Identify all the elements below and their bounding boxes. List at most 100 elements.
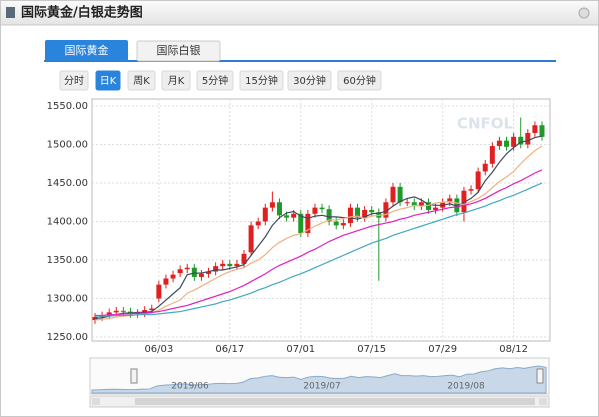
- navigator-label: 2019/08: [447, 382, 485, 392]
- candle-body: [170, 274, 176, 279]
- candle-body: [255, 221, 261, 226]
- period-button[interactable]: [239, 70, 284, 91]
- candle-body: [213, 266, 219, 272]
- x-tick-label: 07/01: [286, 344, 315, 355]
- ma-line: [95, 169, 543, 317]
- navigator-area: [91, 365, 547, 394]
- candle-body: [482, 163, 488, 172]
- candle-body: [269, 202, 275, 208]
- scroll-thumb[interactable]: [135, 398, 535, 405]
- period-label[interactable]: 日K: [100, 76, 117, 87]
- candle-body: [461, 190, 467, 213]
- x-tick-label: 06/03: [144, 344, 173, 355]
- candle-body: [262, 207, 268, 222]
- period-label[interactable]: 分时: [64, 75, 84, 87]
- candle-body: [532, 125, 538, 133]
- header-icon-right: [578, 7, 590, 19]
- candle-body: [539, 125, 545, 137]
- candle-body: [489, 146, 495, 164]
- scroll-right[interactable]: [539, 398, 547, 405]
- candle-body: [511, 136, 517, 147]
- candle-body: [369, 209, 375, 213]
- period-label[interactable]: 60分钟: [343, 74, 376, 87]
- navigator-handle[interactable]: [130, 368, 138, 384]
- period-button[interactable]: [287, 70, 332, 91]
- tab[interactable]: [136, 40, 221, 62]
- candle-body: [433, 207, 439, 210]
- candle-body: [518, 136, 524, 145]
- candle-body: [177, 269, 183, 274]
- candle-body: [113, 310, 119, 313]
- y-tick-label: 1400.00: [47, 217, 88, 228]
- period-label[interactable]: 30分钟: [293, 74, 326, 87]
- candle-body: [184, 267, 190, 270]
- candle-body: [163, 278, 169, 285]
- y-tick-label: 1500.00: [47, 140, 88, 151]
- period-button[interactable]: [59, 70, 89, 91]
- candle-body: [411, 202, 417, 207]
- candle-body: [333, 221, 339, 226]
- candle-body: [142, 310, 148, 314]
- candle-body: [149, 308, 155, 311]
- period-label[interactable]: 月K: [168, 75, 185, 87]
- candle-body: [248, 225, 254, 253]
- candle-body: [106, 312, 112, 316]
- candle-body: [276, 202, 282, 216]
- candle-body: [234, 263, 240, 267]
- x-tick-label: 08/12: [499, 344, 528, 355]
- period-button[interactable]: [337, 70, 382, 91]
- x-tick-label: 07/29: [428, 344, 457, 355]
- candle-body: [298, 213, 304, 234]
- candle-body: [496, 140, 502, 147]
- tab-active[interactable]: [45, 40, 128, 61]
- candle-body: [404, 202, 410, 204]
- candle-body: [447, 198, 453, 203]
- x-tick-label: 07/15: [357, 344, 386, 355]
- y-tick-label: 1250.00: [47, 332, 88, 343]
- watermark: CNFOL: [457, 115, 514, 133]
- candle-body: [390, 186, 396, 203]
- candle-body: [504, 140, 510, 147]
- candle-body: [120, 310, 126, 312]
- candle-body: [383, 202, 389, 218]
- candle-body: [206, 271, 212, 274]
- period-label[interactable]: 15分钟: [245, 74, 278, 87]
- candle-body: [312, 207, 318, 214]
- period-button[interactable]: [161, 70, 191, 91]
- candle-body: [475, 171, 481, 190]
- candle-body: [220, 263, 226, 267]
- ma-line: [94, 145, 543, 321]
- candle-body: [347, 207, 353, 224]
- y-tick-label: 1550.00: [47, 101, 88, 112]
- candle-body: [425, 202, 431, 210]
- navigator-label: 2019/07: [303, 382, 340, 392]
- period-button[interactable]: [196, 70, 234, 91]
- y-tick-label: 1300.00: [47, 294, 88, 305]
- candle-body: [468, 189, 474, 191]
- y-tick-label: 1350.00: [47, 255, 88, 266]
- tab-label[interactable]: 国际黄金: [65, 43, 109, 57]
- candle-body: [326, 209, 332, 222]
- tab-label[interactable]: 国际白银: [157, 43, 201, 57]
- period-label[interactable]: 5分钟: [202, 74, 228, 87]
- plot-frame: [91, 98, 551, 342]
- candle-body: [284, 215, 290, 218]
- candle-body: [92, 316, 98, 321]
- candle-body: [241, 253, 247, 264]
- scroll-left[interactable]: [92, 398, 100, 405]
- navigator-label: 2019/06: [171, 382, 209, 392]
- candle-body: [362, 209, 368, 218]
- header-icon: [6, 7, 15, 18]
- candle-body: [397, 186, 403, 203]
- period-label[interactable]: 周K: [133, 75, 150, 87]
- navigator-handle[interactable]: [536, 368, 544, 384]
- period-button[interactable]: [95, 70, 121, 91]
- header-bar: [1, 1, 598, 25]
- period-button[interactable]: [127, 70, 156, 91]
- candle-body: [454, 198, 460, 213]
- candle-body: [340, 223, 346, 226]
- y-tick-label: 1450.00: [47, 178, 88, 189]
- candle-body: [191, 267, 197, 277]
